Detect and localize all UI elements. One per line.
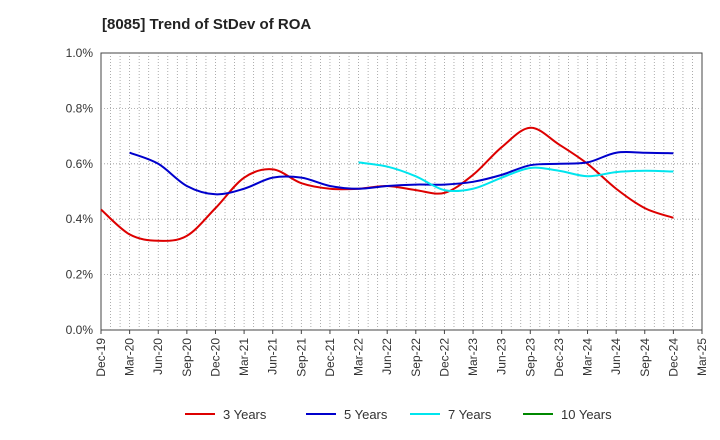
y-tick-label: 0.6% bbox=[66, 157, 94, 171]
chart-title: [8085] Trend of StDev of ROA bbox=[102, 16, 312, 33]
x-tick-label: Dec-22 bbox=[437, 338, 451, 377]
y-tick-label: 0.0% bbox=[66, 323, 94, 337]
x-tick-label: Sep-20 bbox=[180, 338, 194, 377]
x-tick-label: Mar-20 bbox=[123, 338, 137, 376]
y-tick-label: 0.2% bbox=[66, 268, 94, 282]
x-tick-label: Sep-24 bbox=[638, 338, 652, 377]
x-tick-label: Jun-24 bbox=[609, 338, 623, 375]
x-tick-label: Jun-23 bbox=[495, 338, 509, 375]
x-tick-label: Mar-24 bbox=[581, 338, 595, 376]
series-line-5-years bbox=[129, 150, 674, 196]
x-tick-label: Jun-22 bbox=[380, 338, 394, 375]
y-tick-label: 0.8% bbox=[66, 101, 94, 115]
y-tick-label: 0.4% bbox=[66, 212, 94, 226]
x-tick-label: Mar-25 bbox=[695, 338, 709, 376]
x-tick-label: Mar-22 bbox=[352, 338, 366, 376]
legend-label: 10 Years bbox=[561, 407, 612, 422]
x-tick-label: Dec-19 bbox=[94, 338, 108, 377]
x-tick-label: Dec-24 bbox=[666, 338, 680, 377]
x-tick-label: Dec-21 bbox=[323, 338, 337, 377]
x-tick-label: Mar-21 bbox=[237, 338, 251, 376]
legend-label: 3 Years bbox=[223, 407, 267, 422]
legend-label: 5 Years bbox=[344, 407, 388, 422]
x-tick-label: Sep-21 bbox=[294, 338, 308, 377]
series-line-7-years bbox=[358, 161, 674, 193]
x-tick-label: Jun-21 bbox=[266, 338, 280, 375]
x-tick-label: Mar-23 bbox=[466, 338, 480, 376]
y-tick-label: 1.0% bbox=[66, 46, 94, 60]
x-tick-label: Sep-22 bbox=[409, 338, 423, 377]
x-tick-label: Dec-20 bbox=[208, 338, 222, 377]
plot-area bbox=[100, 52, 703, 331]
x-tick-label: Jun-20 bbox=[151, 338, 165, 375]
x-tick-label: Sep-23 bbox=[523, 338, 537, 377]
x-tick-label: Dec-23 bbox=[552, 338, 566, 377]
legend-label: 7 Years bbox=[448, 407, 492, 422]
